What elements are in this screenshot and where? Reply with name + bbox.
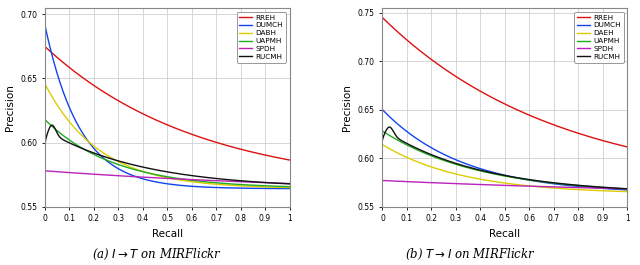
X-axis label: Recall: Recall: [152, 229, 182, 239]
Y-axis label: Precision: Precision: [342, 84, 352, 131]
Legend: RREH, DUMCH, DABH, UAPMH, SPDH, RUCMH: RREH, DUMCH, DABH, UAPMH, SPDH, RUCMH: [237, 12, 286, 63]
Text: (a) $I \rightarrow T$ on MIRFlickr: (a) $I \rightarrow T$ on MIRFlickr: [92, 247, 222, 262]
Text: (b) $T \rightarrow I$ on MIRFlickr: (b) $T \rightarrow I$ on MIRFlickr: [405, 247, 536, 262]
X-axis label: Recall: Recall: [490, 229, 520, 239]
Y-axis label: Precision: Precision: [4, 84, 15, 131]
Legend: RREH, DUMCH, DAEH, UAPMH, SPDH, RUCMH: RREH, DUMCH, DAEH, UAPMH, SPDH, RUCMH: [574, 12, 623, 63]
